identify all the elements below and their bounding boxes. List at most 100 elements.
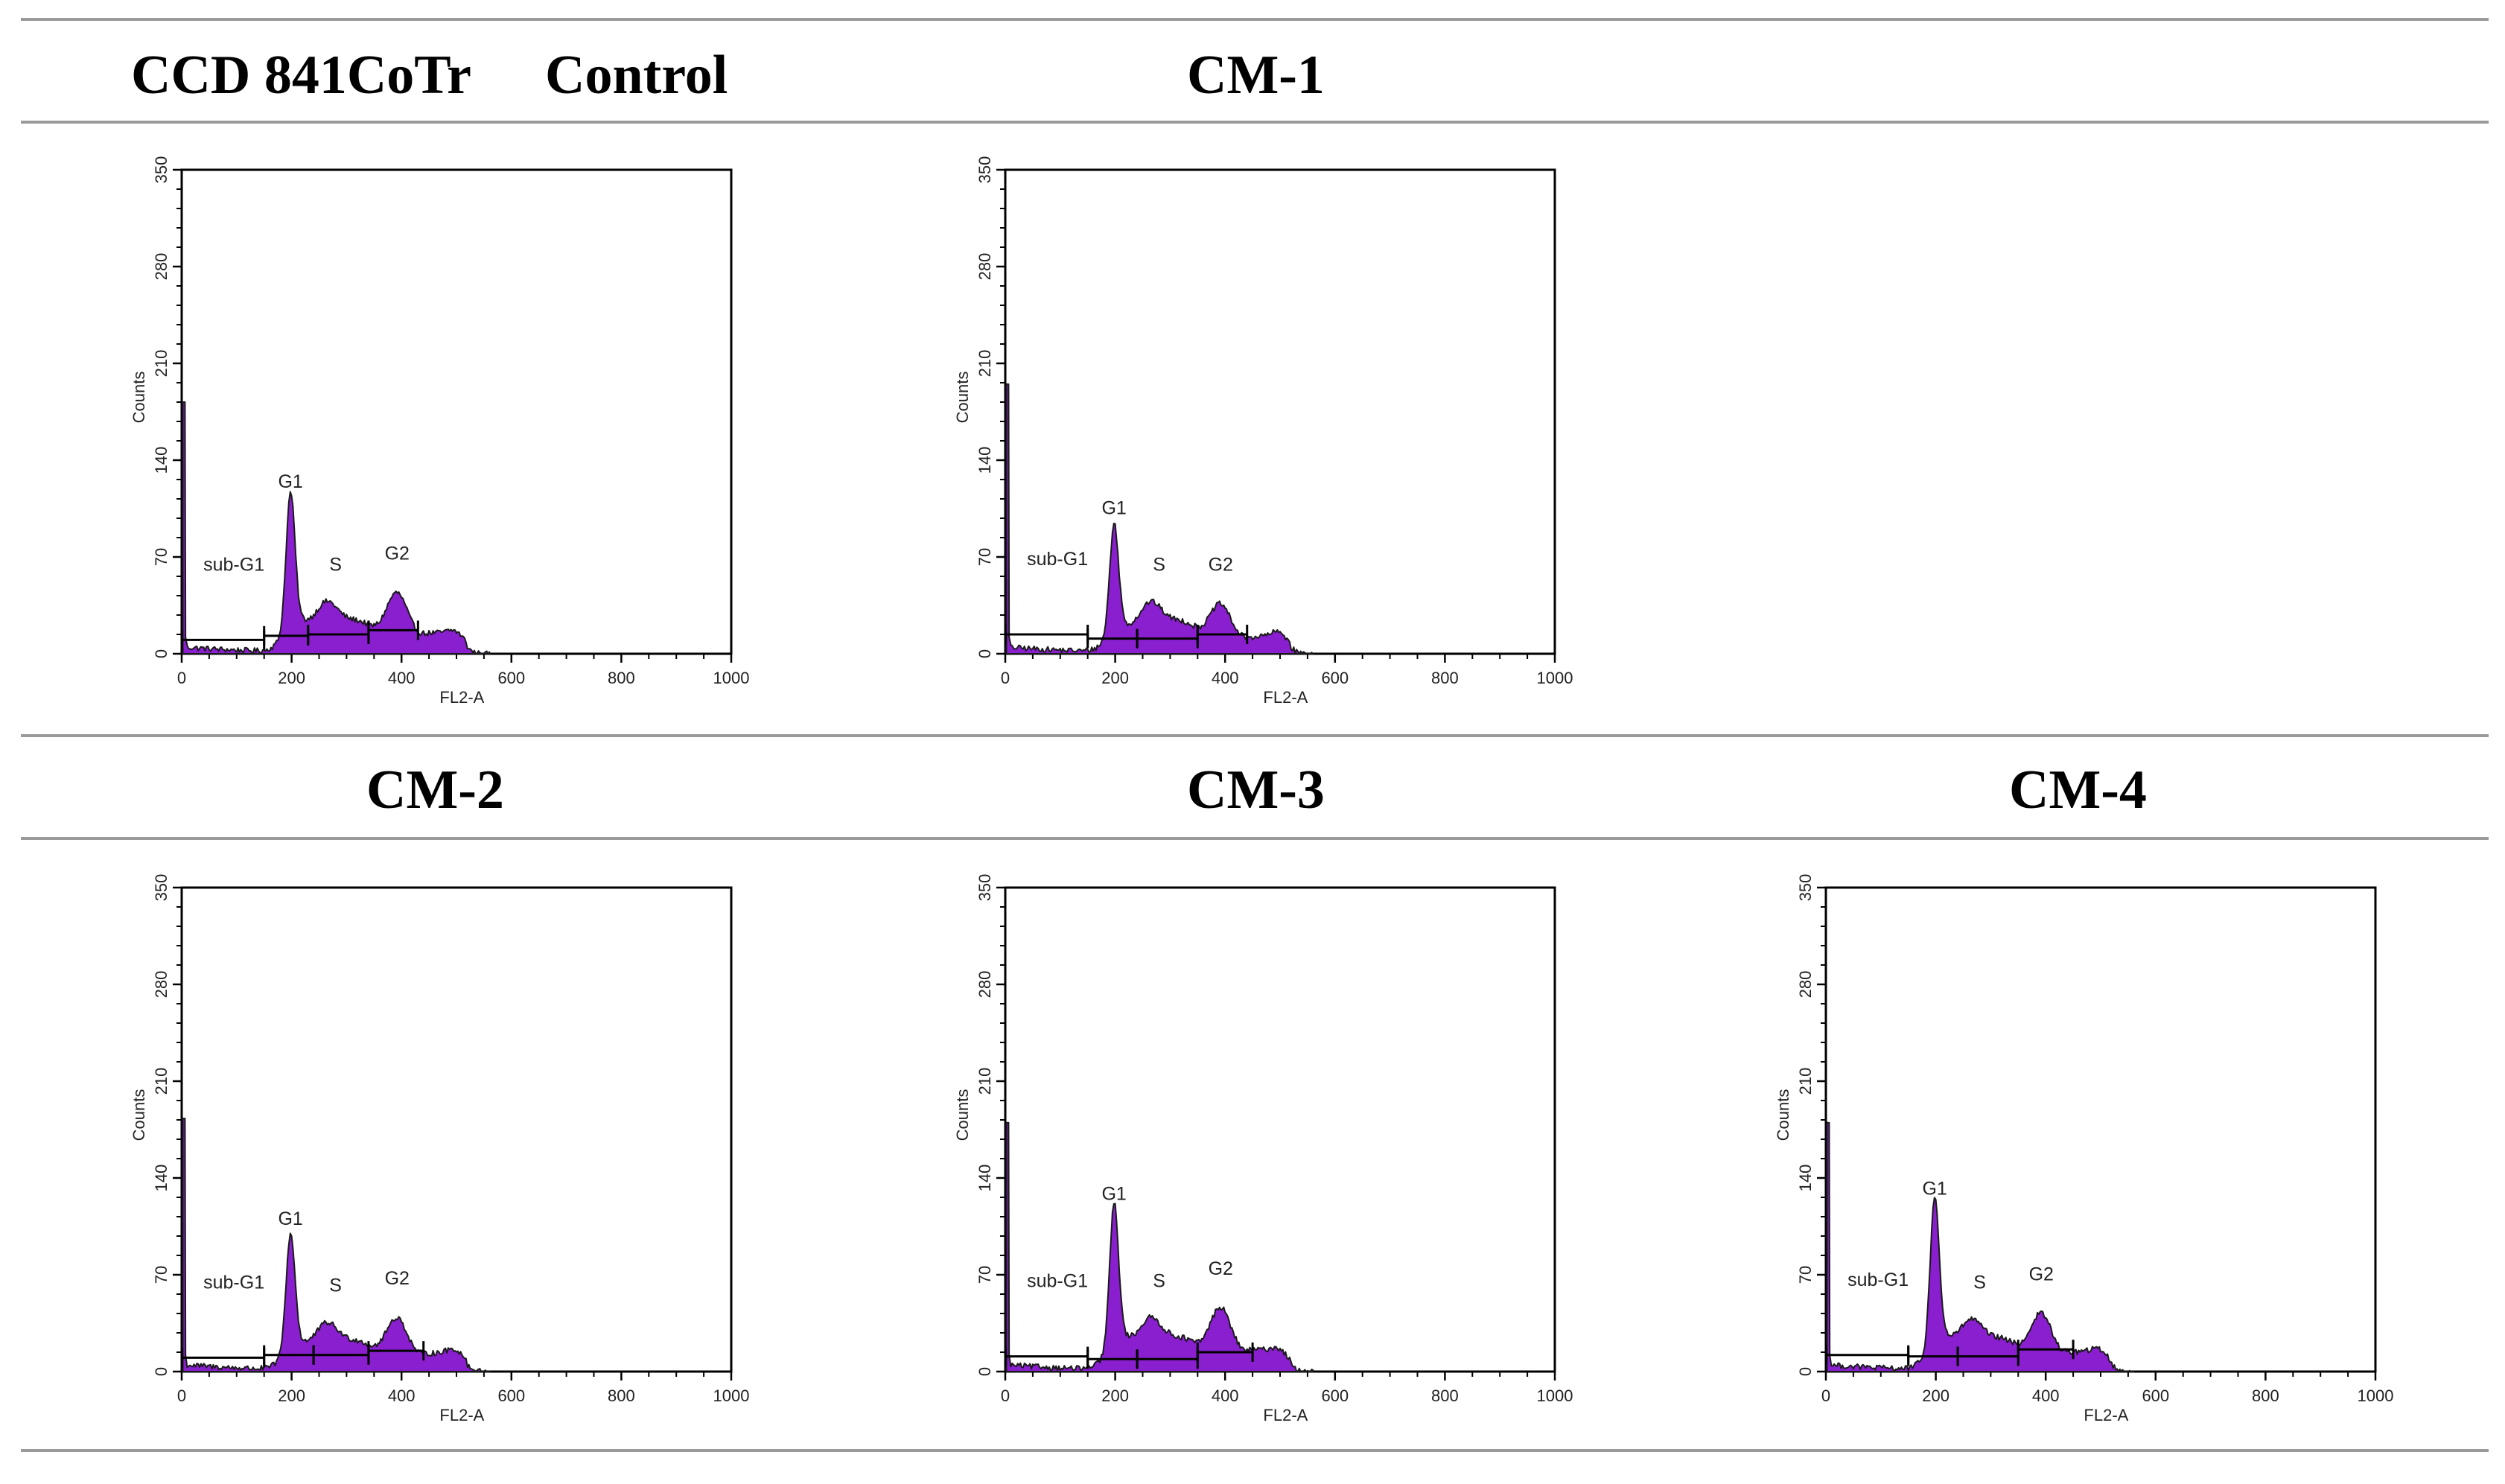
x-axis-label: FL2-A xyxy=(439,1406,484,1424)
x-tick-label: 600 xyxy=(1321,669,1349,687)
histogram-cm3: 0 200 400 600 800 1000 0 70 140 210 280 350 FL2-A Cou… xyxy=(953,874,1573,1424)
x-tick-label: 0 xyxy=(1001,1386,1010,1405)
y-tick-label: 70 xyxy=(975,1266,994,1284)
phase-label-g1: G1 xyxy=(278,471,302,492)
phase-label-g1: G1 xyxy=(1101,497,1126,518)
y-tick-label: 140 xyxy=(975,447,994,474)
y-tick-label: 210 xyxy=(975,1068,994,1095)
histogram-cm2: 0 200 400 600 800 1000 0 70 140 210 280 350 FL2-A Cou… xyxy=(130,874,749,1424)
plot-frame xyxy=(180,168,733,655)
histogram-cm1: 0 200 400 600 800 1000 0 70 140 210 280 350 FL2-A Cou… xyxy=(953,156,1573,707)
x-tick-label: 400 xyxy=(388,1386,416,1405)
y-tick-label: 280 xyxy=(152,971,171,999)
histogram-control: 0 200 400 600 800 1000 0 70 140 210 280 350 FL2-A Cou… xyxy=(130,156,749,707)
title-control: Control xyxy=(545,45,728,106)
x-tick-label: 400 xyxy=(1212,1386,1239,1405)
phase-label-sub-g1: sub-G1 xyxy=(203,1273,264,1293)
phase-label-g1: G1 xyxy=(1101,1184,1126,1205)
phase-label-sub-g1: sub-G1 xyxy=(1027,549,1088,570)
y-tick-label: 210 xyxy=(975,350,994,378)
histogram-area xyxy=(1005,383,1314,655)
x-tick-label: 200 xyxy=(1101,669,1129,687)
y-tick-label: 0 xyxy=(152,649,171,658)
x-tick-label: 800 xyxy=(2252,1386,2279,1405)
x-tick-label: 400 xyxy=(388,669,416,687)
y-axis-label: Counts xyxy=(953,372,972,424)
y-tick-label: 350 xyxy=(975,156,994,184)
phase-label-sub-g1: sub-G1 xyxy=(1847,1270,1909,1290)
phase-label-s: S xyxy=(329,555,342,576)
y-tick-label: 70 xyxy=(152,1266,171,1284)
y-axis-label: Counts xyxy=(130,372,148,424)
histogram-cm4: 0 200 400 600 800 1000 0 70 140 210 280 350 FL2-A Cou… xyxy=(1774,874,2393,1424)
phase-label-g2: G2 xyxy=(1209,1258,1233,1279)
x-tick-label: 800 xyxy=(1431,1386,1459,1405)
title-cm3: CM-3 xyxy=(1187,759,1325,821)
phase-label-g2: G2 xyxy=(385,1268,410,1289)
y-tick-label: 0 xyxy=(1796,1367,1815,1376)
x-tick-label: 800 xyxy=(1431,669,1459,687)
title-cm1: CM-1 xyxy=(1187,45,1325,106)
x-tick-label: 1000 xyxy=(713,669,750,687)
x-tick-label: 600 xyxy=(1321,1386,1349,1405)
phase-label-g2: G2 xyxy=(1209,555,1233,576)
y-axis-label: Counts xyxy=(130,1089,148,1141)
phase-label-sub-g1: sub-G1 xyxy=(1027,1271,1088,1292)
title-cm4: CM-4 xyxy=(2009,759,2147,821)
y-tick-label: 350 xyxy=(152,874,171,902)
y-tick-label: 0 xyxy=(975,649,994,658)
table-rule-middle xyxy=(21,734,2489,737)
plot-frame xyxy=(1004,886,1556,1373)
phase-label-s: S xyxy=(1153,1271,1165,1292)
x-tick-label: 200 xyxy=(1101,1386,1129,1405)
plot-frame xyxy=(1824,886,2377,1373)
x-tick-label: 400 xyxy=(2032,1386,2060,1405)
y-tick-label: 140 xyxy=(152,1165,171,1192)
x-axis-label: FL2-A xyxy=(1263,1406,1308,1424)
y-tick-label: 0 xyxy=(975,1367,994,1376)
phase-label-g2: G2 xyxy=(2029,1264,2054,1284)
table-rule-header-2 xyxy=(21,837,2489,840)
x-tick-label: 1000 xyxy=(1537,669,1573,687)
y-tick-label: 280 xyxy=(1796,971,1815,999)
phase-label-g1: G1 xyxy=(278,1208,302,1229)
x-tick-label: 0 xyxy=(1821,1386,1830,1405)
y-tick-label: 210 xyxy=(152,1068,171,1095)
y-tick-label: 350 xyxy=(1796,874,1815,902)
table-rule-top xyxy=(21,18,2489,21)
x-tick-label: 1000 xyxy=(2358,1386,2394,1405)
phase-label-s: S xyxy=(1973,1273,1986,1293)
phase-label-g1: G1 xyxy=(1922,1178,1947,1199)
plot-frame xyxy=(1004,168,1556,655)
x-axis-label: FL2-A xyxy=(1263,688,1308,707)
x-tick-label: 0 xyxy=(177,1386,186,1405)
table-rule-bottom xyxy=(21,1449,2489,1452)
y-tick-label: 280 xyxy=(975,253,994,281)
y-tick-label: 140 xyxy=(1796,1165,1815,1192)
histogram-area xyxy=(182,1118,491,1372)
histogram-area xyxy=(1005,1121,1314,1372)
x-tick-label: 400 xyxy=(1212,669,1239,687)
y-tick-label: 280 xyxy=(152,253,171,281)
y-tick-label: 70 xyxy=(152,548,171,566)
title-cell-line: CCD 841CoTr xyxy=(131,45,471,106)
y-tick-label: 140 xyxy=(975,1165,994,1192)
y-axis-label: Counts xyxy=(953,1089,972,1141)
y-tick-label: 210 xyxy=(152,350,171,378)
histogram-area xyxy=(182,401,491,655)
phase-label-s: S xyxy=(329,1275,342,1296)
y-tick-label: 70 xyxy=(1796,1266,1815,1284)
y-tick-label: 350 xyxy=(152,156,171,184)
y-tick-label: 280 xyxy=(975,971,994,999)
x-tick-label: 1000 xyxy=(713,1386,750,1405)
x-tick-label: 800 xyxy=(608,669,635,687)
y-axis-label: Counts xyxy=(1774,1089,1792,1141)
y-tick-label: 70 xyxy=(975,548,994,566)
phase-label-g2: G2 xyxy=(385,544,410,564)
x-tick-label: 600 xyxy=(497,1386,525,1405)
y-tick-label: 210 xyxy=(1796,1068,1815,1095)
y-tick-label: 0 xyxy=(152,1367,171,1376)
x-tick-label: 200 xyxy=(1922,1386,1949,1405)
x-tick-label: 200 xyxy=(278,1386,305,1405)
x-tick-label: 1000 xyxy=(1537,1386,1573,1405)
